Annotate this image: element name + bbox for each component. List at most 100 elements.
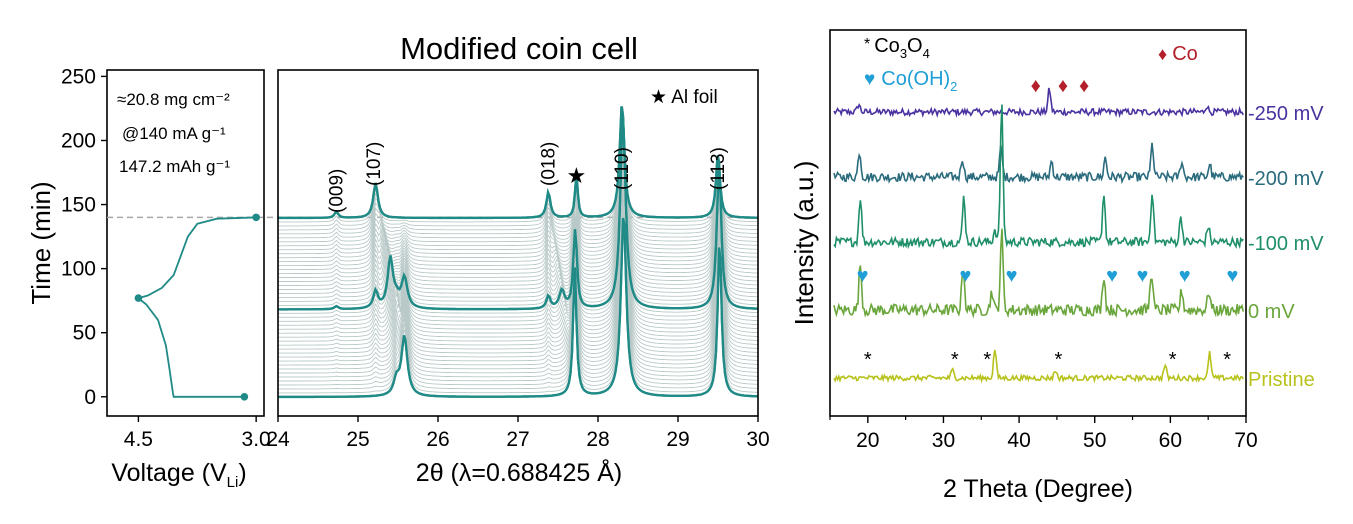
xrd-x-tick-label: 50	[1083, 429, 1106, 452]
legend-cooh2: ♥ Co(OH)2	[864, 68, 957, 94]
waterfall-trace	[278, 129, 759, 326]
xrd-phase-marker: *	[983, 349, 991, 371]
xrd-x-tick-label: 30	[932, 429, 955, 452]
xrd-phase-marker: ♦	[1058, 75, 1068, 97]
xrd-traces	[833, 87, 1244, 384]
peak-label: (018)	[538, 142, 559, 186]
xrd-series-label: Pristine	[1248, 369, 1315, 391]
waterfall-peak-labels: (009) (107) (018) (110) (113)	[326, 142, 729, 213]
waterfall-trace	[278, 113, 759, 302]
waterfall-trace	[278, 107, 758, 243]
waterfall-trace	[278, 163, 758, 358]
waterfall-trace	[278, 173, 758, 366]
waterfall-trace	[278, 153, 759, 350]
peak-label: (107)	[364, 142, 385, 186]
waterfall-trace	[278, 108, 759, 247]
waterfall-x-axis-label: 2θ (λ=0.688425 Å)	[416, 457, 622, 487]
waterfall-traces	[278, 106, 759, 399]
xrd-phase-marker: ♥	[1106, 265, 1118, 287]
voltage-y-tick-label: 250	[61, 65, 96, 88]
voltage-curve-marker	[134, 294, 143, 302]
annotation-capacity: 147.2 mAh g⁻¹	[119, 157, 230, 176]
voltage-y-tick-label: 200	[61, 129, 96, 152]
waterfall-trace	[278, 206, 758, 390]
xrd-phase-marker: ♥	[1006, 265, 1018, 287]
waterfall-x-tick-label: 30	[746, 428, 769, 451]
waterfall-trace	[278, 123, 758, 318]
peak-label: (110)	[612, 147, 633, 190]
waterfall-trace	[278, 195, 759, 382]
waterfall-trace	[278, 106, 759, 223]
xrd-phase-marker: *	[1169, 349, 1177, 371]
xrd-phase-markers: ♦ ♦ ♦ ♥ ♥ ♥ ♥ ♥ ♥ ♥ * * * * * *	[857, 75, 1239, 371]
waterfall-x-tick-label: 27	[506, 428, 529, 451]
voltage-curve-marker	[252, 213, 260, 222]
waterfall-trace	[278, 107, 759, 239]
waterfall-trace	[278, 107, 759, 263]
xrd-panel: ♦ ♦ ♦ ♥ ♥ ♥ ♥ ♥ ♥ ♥ * * * * * * 20 30 40 50 60 70 -250 mV -20…	[789, 29, 1324, 503]
voltage-y-axis-label: Time (min)	[26, 181, 56, 304]
voltage-y-tick-label: 50	[73, 322, 96, 345]
voltage-x-axis-label: Voltage (VLi)	[111, 459, 246, 491]
waterfall-trace	[278, 115, 758, 306]
waterfall-panel: Modified coin cell 24 25 26 27 28 29 30 (009)(…	[266, 31, 769, 487]
waterfall-trace	[278, 108, 758, 286]
waterfall-trace	[278, 107, 759, 282]
waterfall-trace	[278, 110, 758, 294]
xrd-trace	[833, 349, 1244, 384]
waterfall-trace	[278, 132, 759, 330]
legend-co: ♦ Co	[1158, 43, 1198, 65]
xrd-series-label: -200 mV	[1248, 168, 1324, 190]
xrd-phase-marker: ♥	[959, 265, 971, 287]
waterfall-trace	[278, 126, 758, 322]
waterfall-trace	[278, 189, 759, 378]
xrd-phase-marker: ♥	[1179, 265, 1191, 287]
voltage-curve-markers	[134, 213, 260, 401]
xrd-phase-marker: *	[951, 349, 959, 371]
voltage-x-tick-label: 4.5	[124, 428, 153, 451]
voltage-y-tick-label: 150	[61, 194, 96, 217]
waterfall-trace	[278, 184, 759, 374]
waterfall-trace	[278, 106, 758, 267]
waterfall-trace	[278, 106, 758, 219]
waterfall-trace	[278, 158, 759, 354]
waterfall-trace	[278, 107, 758, 275]
xrd-phase-marker: *	[1223, 349, 1231, 371]
voltage-x-ticks: 4.5 3.0	[124, 416, 271, 451]
waterfall-trace	[278, 107, 758, 235]
waterfall-highlight-trace	[278, 106, 758, 220]
peak-label: (113)	[708, 147, 729, 190]
voltage-y-ticks: 0 50 100 150 200 250	[61, 65, 107, 409]
xrd-trace	[833, 104, 1244, 250]
xrd-y-axis-label: Intensity (a.u.)	[789, 161, 819, 326]
waterfall-trace	[278, 140, 758, 338]
waterfall-trace	[278, 178, 759, 370]
annotation-loading: ≈20.8 mg cm⁻²	[117, 90, 230, 109]
xrd-phase-marker: *	[864, 349, 872, 371]
waterfall-highlight-trace	[278, 118, 759, 311]
xrd-frame	[829, 29, 1247, 417]
waterfall-x-tick-label: 25	[346, 428, 369, 451]
waterfall-trace	[278, 149, 759, 346]
xrd-series-labels: -250 mV -200 mV -100 mV 0 mV Pristine	[1248, 103, 1324, 391]
al-foil-star-marker: ★	[567, 163, 587, 188]
xrd-x-tick-label: 20	[856, 429, 879, 452]
voltage-y-tick-label: 100	[61, 258, 96, 281]
xrd-x-axis-label: 2 Theta (Degree)	[943, 475, 1133, 503]
xrd-series-label: -100 mV	[1248, 233, 1324, 255]
voltage-panel-frame	[106, 69, 265, 417]
waterfall-trace	[278, 106, 759, 255]
voltage-y-tick-label: 0	[84, 386, 96, 409]
waterfall-trace	[278, 136, 758, 334]
annotation-rate: @140 mA g⁻¹	[122, 124, 226, 143]
waterfall-trace	[278, 144, 759, 342]
waterfall-trace	[278, 109, 759, 290]
waterfall-trace	[278, 168, 758, 362]
waterfall-trace	[278, 200, 759, 386]
xrd-phase-marker: ♥	[1226, 265, 1238, 287]
waterfall-trace	[278, 106, 758, 227]
voltage-curve-marker	[240, 392, 249, 401]
xrd-series-label: 0 mV	[1248, 301, 1295, 323]
waterfall-x-ticks: 24 25 26 27 28 29 30	[266, 416, 770, 451]
